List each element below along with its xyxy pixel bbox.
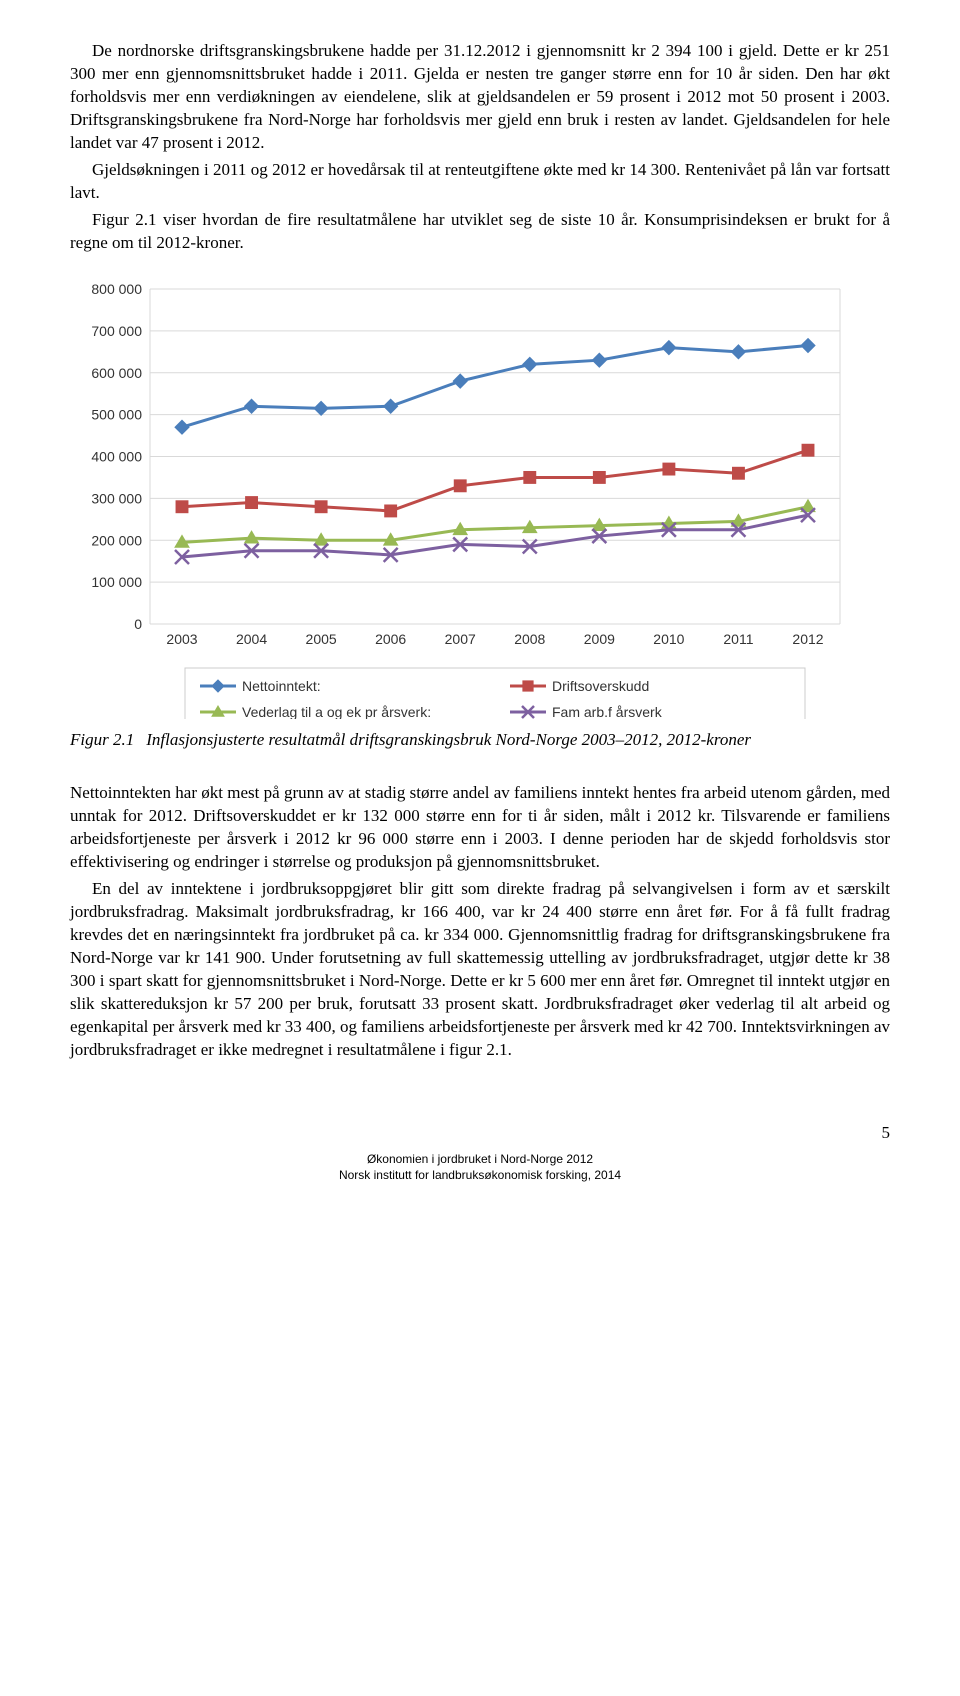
para4: Nettoinntekten har økt mest på grunn av … bbox=[70, 782, 890, 874]
page-footer: 5 Økonomien i jordbruket i Nord-Norge 20… bbox=[70, 1122, 890, 1183]
footer-line2: Norsk institutt for landbruksøkonomisk f… bbox=[70, 1167, 890, 1183]
svg-text:800 000: 800 000 bbox=[91, 281, 142, 297]
svg-text:100 000: 100 000 bbox=[91, 575, 142, 591]
svg-text:2010: 2010 bbox=[653, 631, 684, 647]
page-number: 5 bbox=[70, 1122, 890, 1145]
svg-text:600 000: 600 000 bbox=[91, 365, 142, 381]
svg-text:2008: 2008 bbox=[514, 631, 545, 647]
svg-text:2012: 2012 bbox=[792, 631, 823, 647]
svg-text:300 000: 300 000 bbox=[91, 491, 142, 507]
line-chart: 0 100 000 200 000 300 000 400 000 500 000 600 … bbox=[70, 279, 890, 719]
para2: Gjeldsøkningen i 2011 og 2012 er hovedår… bbox=[70, 159, 890, 205]
svg-text:Nettoinntekt:: Nettoinntekt: bbox=[242, 678, 321, 694]
figure-text: Inflasjonsjusterte resultatmål driftsgra… bbox=[146, 729, 890, 752]
svg-text:2007: 2007 bbox=[445, 631, 476, 647]
svg-text:700 000: 700 000 bbox=[91, 323, 142, 339]
svg-text:2009: 2009 bbox=[584, 631, 615, 647]
svg-text:Vederlag til a og ek pr årsver: Vederlag til a og ek pr årsverk: bbox=[242, 704, 431, 719]
svg-text:2006: 2006 bbox=[375, 631, 406, 647]
para5: En del av inntektene i jordbruksoppgjøre… bbox=[70, 878, 890, 1062]
svg-text:2003: 2003 bbox=[166, 631, 197, 647]
figure-caption: Figur 2.1 Inflasjonsjusterte resultatmål… bbox=[70, 729, 890, 752]
svg-text:0: 0 bbox=[134, 616, 142, 632]
figure-label: Figur 2.1 bbox=[70, 729, 146, 752]
svg-text:Driftsoverskudd: Driftsoverskudd bbox=[552, 678, 649, 694]
footer-line1: Økonomien i jordbruket i Nord-Norge 2012 bbox=[70, 1151, 890, 1167]
svg-text:200 000: 200 000 bbox=[91, 533, 142, 549]
para3: Figur 2.1 viser hvordan de fire resultat… bbox=[70, 209, 890, 255]
svg-text:Fam arb.f årsverk: Fam arb.f årsverk bbox=[552, 704, 663, 719]
svg-text:2005: 2005 bbox=[306, 631, 337, 647]
svg-text:400 000: 400 000 bbox=[91, 449, 142, 465]
svg-text:2011: 2011 bbox=[723, 631, 753, 647]
svg-text:500 000: 500 000 bbox=[91, 407, 142, 423]
para1: De nordnorske driftsgranskingsbrukene ha… bbox=[70, 40, 890, 155]
svg-text:2004: 2004 bbox=[236, 631, 267, 647]
